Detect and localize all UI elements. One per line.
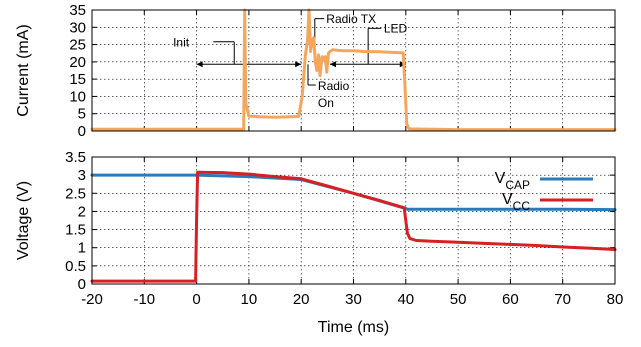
current-annotations: Init LED Radio TX Radio On bbox=[173, 12, 407, 110]
legend-label-sub: CAP bbox=[505, 178, 530, 192]
voltage-x-tick-label: -20 bbox=[81, 291, 103, 308]
annotation-label: Init bbox=[173, 35, 190, 49]
voltage-y-tick-label: 1 bbox=[78, 240, 86, 257]
voltage-y-tick-label: 0.5 bbox=[65, 258, 86, 275]
voltage-x-tick-label: 60 bbox=[502, 291, 519, 308]
current-y-tick-label: 5 bbox=[78, 106, 86, 123]
voltage-y-tick-label: 1.5 bbox=[65, 222, 86, 239]
voltage-plot-frame bbox=[91, 156, 616, 285]
voltage-y-tick-label: 2 bbox=[78, 203, 86, 220]
voltage-x-tick-label: 30 bbox=[345, 291, 362, 308]
current-series-line-0 bbox=[90, 8, 617, 132]
voltage-series-line-1 bbox=[90, 170, 617, 283]
current-grid bbox=[92, 10, 615, 131]
voltage-ticks: 00.511.522.533.5-20 -10 0 10 20 30 40 50 60 70 80 bbox=[65, 149, 623, 308]
current-y-tick-label: 0 bbox=[78, 123, 86, 140]
voltage-y-tick-label: 3.5 bbox=[65, 149, 86, 166]
current-plot-frame bbox=[91, 9, 616, 132]
current-y-tick-label: 30 bbox=[69, 19, 86, 36]
init-arrow-head bbox=[196, 61, 203, 68]
current-y-tick-label: 35 bbox=[69, 2, 86, 19]
time-x-axis-label: Time (ms) bbox=[318, 319, 389, 336]
annotation-label: Radio TX bbox=[326, 12, 376, 26]
current-y-tick-label: 10 bbox=[69, 88, 86, 105]
current-series bbox=[90, 8, 617, 132]
voltage-x-tick-label: 0 bbox=[192, 291, 200, 308]
voltage-y-tick-label: 2.5 bbox=[65, 185, 86, 202]
annotation-label: Radio bbox=[318, 79, 350, 93]
legend-label-sub: CC bbox=[513, 199, 531, 213]
voltage-x-tick-label: 10 bbox=[241, 291, 258, 308]
legend-label: VCAP bbox=[495, 170, 530, 192]
current-y-tick-label: 15 bbox=[69, 71, 86, 88]
voltage-x-tick-label: 70 bbox=[554, 291, 571, 308]
legend-label-main: V bbox=[495, 170, 506, 187]
current-y-tick-label: 25 bbox=[69, 37, 86, 54]
voltage-x-tick-label: 40 bbox=[397, 291, 414, 308]
voltage-series bbox=[90, 170, 617, 283]
voltage-y-tick-label: 3 bbox=[78, 167, 86, 184]
voltage-x-tick-label: -10 bbox=[133, 291, 155, 308]
voltage-x-tick-label: 20 bbox=[293, 291, 310, 308]
voltage-x-tick-label: 80 bbox=[607, 291, 624, 308]
legend-label-main: V bbox=[502, 191, 513, 208]
voltage-y-tick-label: 0 bbox=[78, 276, 86, 293]
annotation-label: LED bbox=[384, 21, 408, 35]
voltage-panel: 00.511.522.533.5-20 -10 0 10 20 30 40 50 60 70 80 … bbox=[15, 149, 623, 336]
init-arrow-head bbox=[295, 61, 302, 68]
legend-label: VCC bbox=[502, 191, 530, 213]
annotation-label: On bbox=[318, 96, 334, 110]
current-y-tick-label: 20 bbox=[69, 54, 86, 71]
current-y-axis-label: Current (mA) bbox=[15, 24, 32, 116]
voltage-y-axis-label: Voltage (V) bbox=[15, 181, 32, 260]
led-arrow-head bbox=[329, 61, 336, 68]
voltage-x-tick-label: 50 bbox=[450, 291, 467, 308]
